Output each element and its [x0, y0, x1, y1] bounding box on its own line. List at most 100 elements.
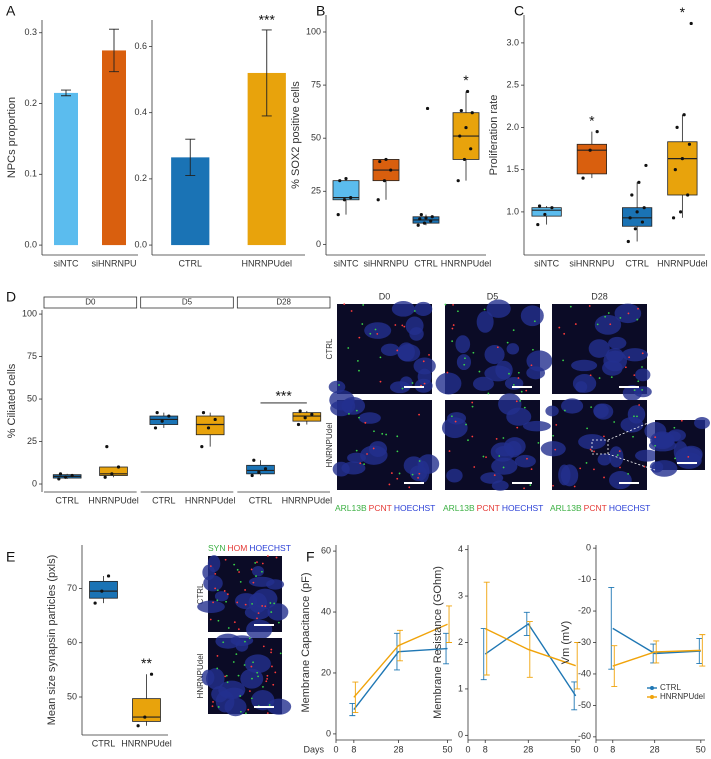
nucleus: [545, 405, 559, 417]
nucleus: [248, 576, 275, 587]
data-point: [344, 176, 348, 181]
nucleus: [197, 600, 225, 613]
y-tick-label: -40: [578, 668, 591, 678]
y-tick-label: 0: [326, 728, 331, 738]
signal: [212, 601, 215, 604]
data-point: [456, 179, 460, 183]
signal: [272, 683, 275, 686]
signal: [619, 466, 621, 469]
nucleus: [561, 398, 584, 414]
micrograph: [197, 555, 289, 640]
error-bar: [608, 587, 615, 670]
nucleus: [676, 452, 702, 469]
error-bar: [526, 621, 533, 678]
x-axis-label: Days: [303, 744, 324, 754]
signal: [423, 382, 426, 385]
box: [149, 415, 179, 425]
x-tick-label: HNRNPUdel: [121, 738, 172, 748]
signal: [238, 571, 240, 573]
signal: [265, 680, 268, 683]
box: [531, 207, 562, 217]
x-tick-label: siHNRNPU: [364, 258, 409, 268]
signal: [471, 401, 474, 404]
signal: [245, 712, 247, 715]
box: [246, 464, 275, 475]
signal: [266, 555, 269, 557]
column-label: D28: [591, 291, 608, 301]
signal: [239, 710, 242, 713]
signal: [209, 565, 212, 568]
nucleus: [602, 360, 623, 376]
data-point: [298, 409, 302, 413]
signal: [398, 472, 401, 475]
signal: [610, 376, 613, 379]
column-label: D5: [487, 291, 499, 301]
nucleus: [506, 343, 520, 355]
signal: [418, 413, 420, 416]
signal: [450, 415, 453, 418]
significance: *: [463, 72, 469, 88]
signal: [628, 356, 631, 359]
signal: [516, 426, 519, 429]
signal: [633, 389, 636, 391]
y-axis-label: Proliferation rate: [488, 95, 500, 176]
y-tick-label: 75: [27, 351, 37, 361]
signal: [396, 435, 399, 438]
nucleus: [593, 403, 609, 418]
signal: [512, 329, 515, 332]
signal: [530, 364, 533, 367]
y-tick-label: 0: [586, 543, 591, 553]
signal: [262, 685, 264, 688]
signal: [604, 315, 607, 318]
data-point: [93, 601, 97, 605]
y-tick-label: 1.0: [506, 206, 519, 216]
stain-name: PCNT: [369, 503, 392, 513]
error-bar: [443, 632, 450, 665]
signal: [270, 611, 273, 613]
significance: ***: [275, 388, 292, 404]
signal: [654, 444, 657, 447]
signal: [362, 304, 365, 306]
signal: [257, 612, 260, 615]
signal: [502, 466, 505, 469]
data-point: [628, 216, 632, 220]
signal: [448, 450, 451, 452]
signal: [376, 333, 379, 335]
data-point: [103, 475, 107, 479]
signal: [252, 661, 254, 664]
nucleus: [571, 359, 598, 372]
data-point: [155, 411, 159, 415]
nucleus: [397, 344, 421, 362]
y-tick-label: 70: [67, 583, 77, 593]
signal: [359, 462, 362, 465]
signal: [348, 413, 350, 415]
y-axis-label: NPCs proportion: [6, 97, 18, 178]
x-tick-label: siNTC: [334, 258, 359, 268]
y-tick-label: 75: [311, 79, 321, 89]
signal: [236, 601, 239, 604]
stain-name: ARL13B: [550, 503, 582, 513]
signal: [225, 674, 228, 677]
nucleus: [409, 327, 424, 341]
data-point: [430, 215, 434, 219]
nucleus: [347, 452, 366, 464]
signal: [502, 437, 505, 439]
error-bar: [611, 645, 618, 687]
stain-name: HOECHST: [394, 503, 436, 513]
signal: [224, 558, 227, 561]
error-bar: [109, 28, 119, 73]
data-point: [633, 227, 637, 231]
facet-strip: [140, 296, 234, 309]
signal: [633, 415, 635, 418]
signal: [277, 621, 280, 624]
data-point: [537, 204, 542, 208]
data-point: [336, 213, 340, 217]
signal: [217, 619, 220, 622]
signal: [593, 468, 595, 471]
signal: [517, 371, 520, 374]
y-axis-label: Vm (mV): [560, 621, 572, 664]
signal: [239, 695, 242, 697]
signal: [233, 563, 236, 566]
signal: [680, 419, 683, 422]
signal: [483, 308, 486, 311]
